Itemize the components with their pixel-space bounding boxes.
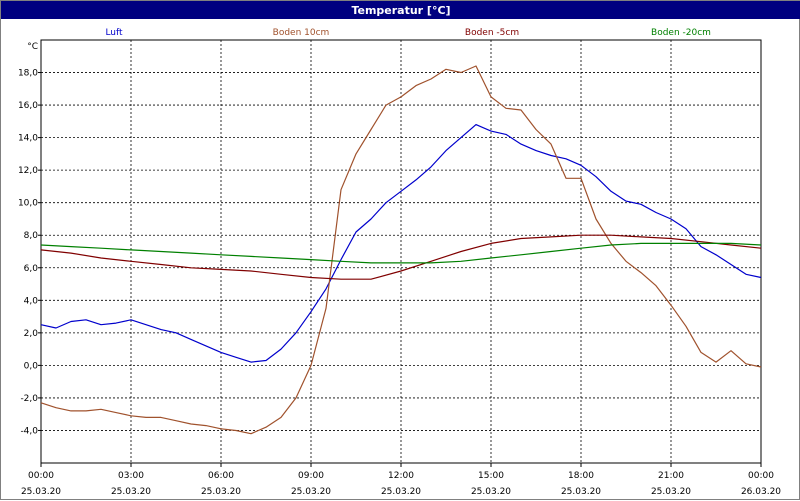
x-tick-date-label: 25.03.20 [291,487,331,497]
y-tick-label: 4,0 [24,296,39,306]
y-tick-label: 2,0 [24,329,39,339]
y-tick-label: 8,0 [24,231,39,241]
legend-label-2: Boden -5cm [465,28,519,38]
y-tick-label: 16,0 [18,101,38,111]
x-tick-time-label: 00:00 [748,471,774,481]
series-line-0 [40,123,762,363]
legend-label-0: Luft [105,28,123,38]
plot-area [41,40,761,463]
x-tick-date-label: 25.03.20 [381,487,421,497]
x-tick-time-label: 03:00 [118,471,144,481]
series-line-3 [40,242,762,264]
window-title: Temperatur [°C] [1,1,800,19]
y-tick-label: 6,0 [24,264,39,274]
series-line-1 [40,65,762,435]
y-tick-label: 0,0 [24,361,39,371]
x-tick-date-label: 25.03.20 [111,487,151,497]
plot-frame [40,39,762,464]
legend-label-3: Boden -20cm [651,28,711,38]
x-tick-date-label: 26.03.20 [741,487,781,497]
legend-label-1: Boden 10cm [273,28,330,38]
x-tick-date-label: 25.03.20 [201,487,241,497]
y-tick-label: 18,0 [18,69,38,79]
y-tick-label: 14,0 [18,134,38,144]
x-tick-time-label: 09:00 [298,471,324,481]
y-tick-label: 12,0 [18,166,38,176]
y-unit-label: °C [27,42,38,52]
y-tick-label: -4,0 [20,426,38,436]
x-tick-time-label: 00:00 [28,471,54,481]
y-tick-label: 10,0 [18,199,38,209]
x-tick-time-label: 18:00 [568,471,594,481]
series-line-2 [40,234,762,280]
x-tick-date-label: 25.03.20 [561,487,601,497]
x-tick-time-label: 21:00 [658,471,684,481]
x-tick-date-label: 25.03.20 [21,487,61,497]
x-tick-time-label: 06:00 [208,471,234,481]
x-tick-time-label: 15:00 [478,471,504,481]
x-tick-date-label: 25.03.20 [651,487,691,497]
x-tick-date-label: 25.03.20 [471,487,511,497]
y-tick-label: -2,0 [20,394,38,404]
x-tick-time-label: 12:00 [388,471,414,481]
